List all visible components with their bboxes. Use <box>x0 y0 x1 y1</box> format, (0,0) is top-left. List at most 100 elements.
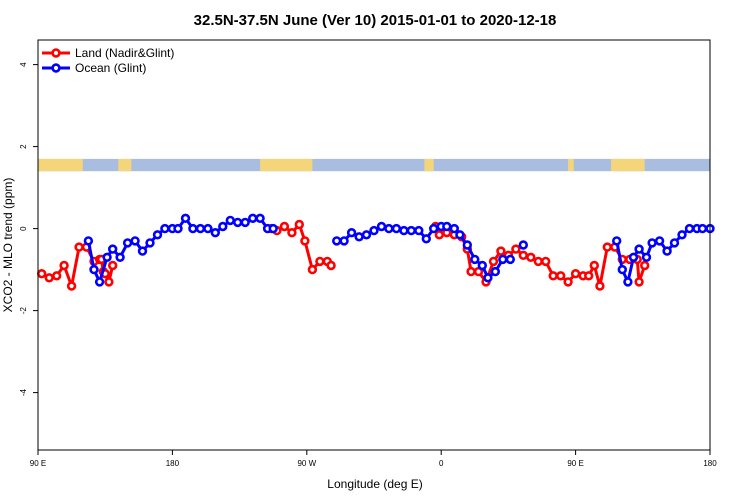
y-tick-label: 2 <box>19 144 28 149</box>
series-0-point <box>44 273 54 283</box>
x-tick-label: 180 <box>166 459 180 468</box>
series-1-point <box>498 254 508 265</box>
series-1-point <box>421 234 431 244</box>
x-tick-label: 90 E <box>567 459 583 468</box>
legend-swatch-point <box>51 63 61 73</box>
series-1-point <box>152 230 163 240</box>
legend: Land (Nadir&Glint)Ocean (Glint) <box>42 46 174 75</box>
land-segment-4 <box>568 158 574 172</box>
plot-frame <box>37 39 711 451</box>
series-1-point <box>490 266 500 277</box>
series-0-point <box>595 281 605 291</box>
series-1-point <box>634 244 644 254</box>
series-1-point <box>83 236 94 246</box>
series-1-point <box>669 238 680 248</box>
y-tick-label: 4 <box>19 62 28 67</box>
series-0-point <box>294 219 304 230</box>
series-1-point <box>361 230 372 240</box>
series-1-point <box>462 240 472 250</box>
series-1-point <box>268 223 278 234</box>
land-segment-2 <box>260 158 313 172</box>
series-1-point <box>376 221 387 232</box>
series-1-point <box>684 223 695 234</box>
series-1-point <box>255 213 265 224</box>
series-0-point <box>107 260 118 271</box>
series-1-point <box>225 215 236 226</box>
series-0-point <box>639 260 650 271</box>
y-tick-label: -2 <box>19 306 28 314</box>
series-1-point <box>130 236 140 246</box>
land-segment-5 <box>611 158 645 172</box>
land-segment-1 <box>118 158 132 172</box>
series-1-point <box>339 236 349 246</box>
series-1-point <box>623 277 633 287</box>
series-1-point <box>455 230 465 240</box>
series-1-point <box>399 225 409 236</box>
series-1-point <box>332 236 342 246</box>
series-0-point <box>518 250 528 261</box>
series-0-point <box>326 260 336 271</box>
series-1-point <box>483 273 493 283</box>
series-0-point <box>307 264 318 275</box>
series-0-point <box>583 271 594 281</box>
series-1-point <box>697 223 708 234</box>
series-1-point <box>188 223 198 234</box>
series-1-point <box>470 254 480 265</box>
series-1-point <box>406 225 416 236</box>
series-0-point <box>59 260 69 271</box>
x-tick-label: 90 E <box>30 459 46 468</box>
x-tick-label: 180 <box>703 459 717 468</box>
legend-label: Ocean (Glint) <box>75 61 146 75</box>
series-0-point <box>589 260 599 271</box>
series-0-point <box>466 266 476 277</box>
ocean-strip <box>38 158 710 172</box>
series-0-point <box>74 242 84 252</box>
series-1-point <box>477 260 487 271</box>
series-1-point <box>210 228 221 238</box>
series-0-point <box>555 271 566 281</box>
series-1-point <box>414 225 424 236</box>
series-0-point <box>315 256 325 267</box>
series-1-point <box>89 264 99 275</box>
series-1 <box>83 213 715 287</box>
series-0-point <box>570 269 581 279</box>
series-1-point <box>641 252 652 262</box>
series-1-point <box>611 236 622 246</box>
series-1-point <box>518 240 528 250</box>
series-1-point <box>115 252 125 262</box>
x-tick-label: 90 W <box>297 459 316 468</box>
series-1-point <box>122 238 133 248</box>
chart-title: 32.5N-37.5N June (Ver 10) 2015-01-01 to … <box>194 12 557 29</box>
series-1-point <box>442 221 452 232</box>
legend-swatch-point <box>51 48 61 58</box>
series-0-point <box>526 252 536 262</box>
series-1-point <box>240 217 250 228</box>
x-tick-label: 0 <box>439 459 444 468</box>
series-0-line-3 <box>434 225 647 288</box>
series-1-point <box>195 223 206 234</box>
series-0-point <box>496 246 506 256</box>
series-0-point <box>104 277 114 287</box>
series-1-point <box>102 252 112 262</box>
series-0-point <box>36 269 47 279</box>
series-0-point <box>287 228 297 238</box>
y-tick-label: 0 <box>19 226 28 231</box>
series-0-point <box>488 256 499 267</box>
land-segment-3 <box>424 158 434 172</box>
series-1-point <box>145 238 155 248</box>
series-0-point <box>540 256 551 267</box>
series-1-point <box>354 232 364 242</box>
series-1-point <box>662 246 672 256</box>
series-1-point <box>505 254 515 265</box>
series-1-point <box>449 223 459 234</box>
series-1-point <box>233 217 243 228</box>
series-1-point <box>248 213 258 224</box>
x-axis-label: Longitude (deg E) <box>327 477 422 491</box>
legend-item-1: Ocean (Glint) <box>42 61 146 75</box>
series-0-point <box>548 271 558 281</box>
x-axis: 90 E 180 90 W 0 90 E 180 <box>30 450 717 468</box>
series-0 <box>36 219 650 291</box>
series-1-point <box>429 223 439 234</box>
series-1-point <box>107 244 118 254</box>
legend-item-0: Land (Nadir&Glint) <box>42 46 174 60</box>
